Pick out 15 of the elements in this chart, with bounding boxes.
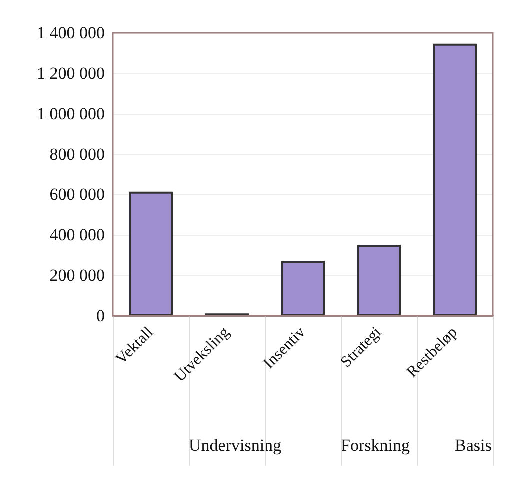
bar [433, 44, 477, 316]
y-tick-label: 1 000 000 [37, 104, 105, 124]
y-tick-label: 1 200 000 [37, 64, 105, 83]
bar [281, 261, 325, 316]
text: Basis [455, 436, 492, 455]
text: Undervisning [189, 436, 282, 455]
y-tick-label: 1 400 000 [37, 24, 105, 42]
y-tick-label: 400 000 [50, 226, 105, 245]
y-tick-label: 0 [96, 306, 105, 326]
y-tick-label: 200 000 [50, 266, 105, 286]
bar [357, 245, 401, 316]
y-tick-label: 600 000 [50, 185, 105, 204]
text: Forskning [340, 436, 410, 455]
y-tick-label: 800 000 [50, 144, 105, 164]
bar [129, 192, 173, 316]
